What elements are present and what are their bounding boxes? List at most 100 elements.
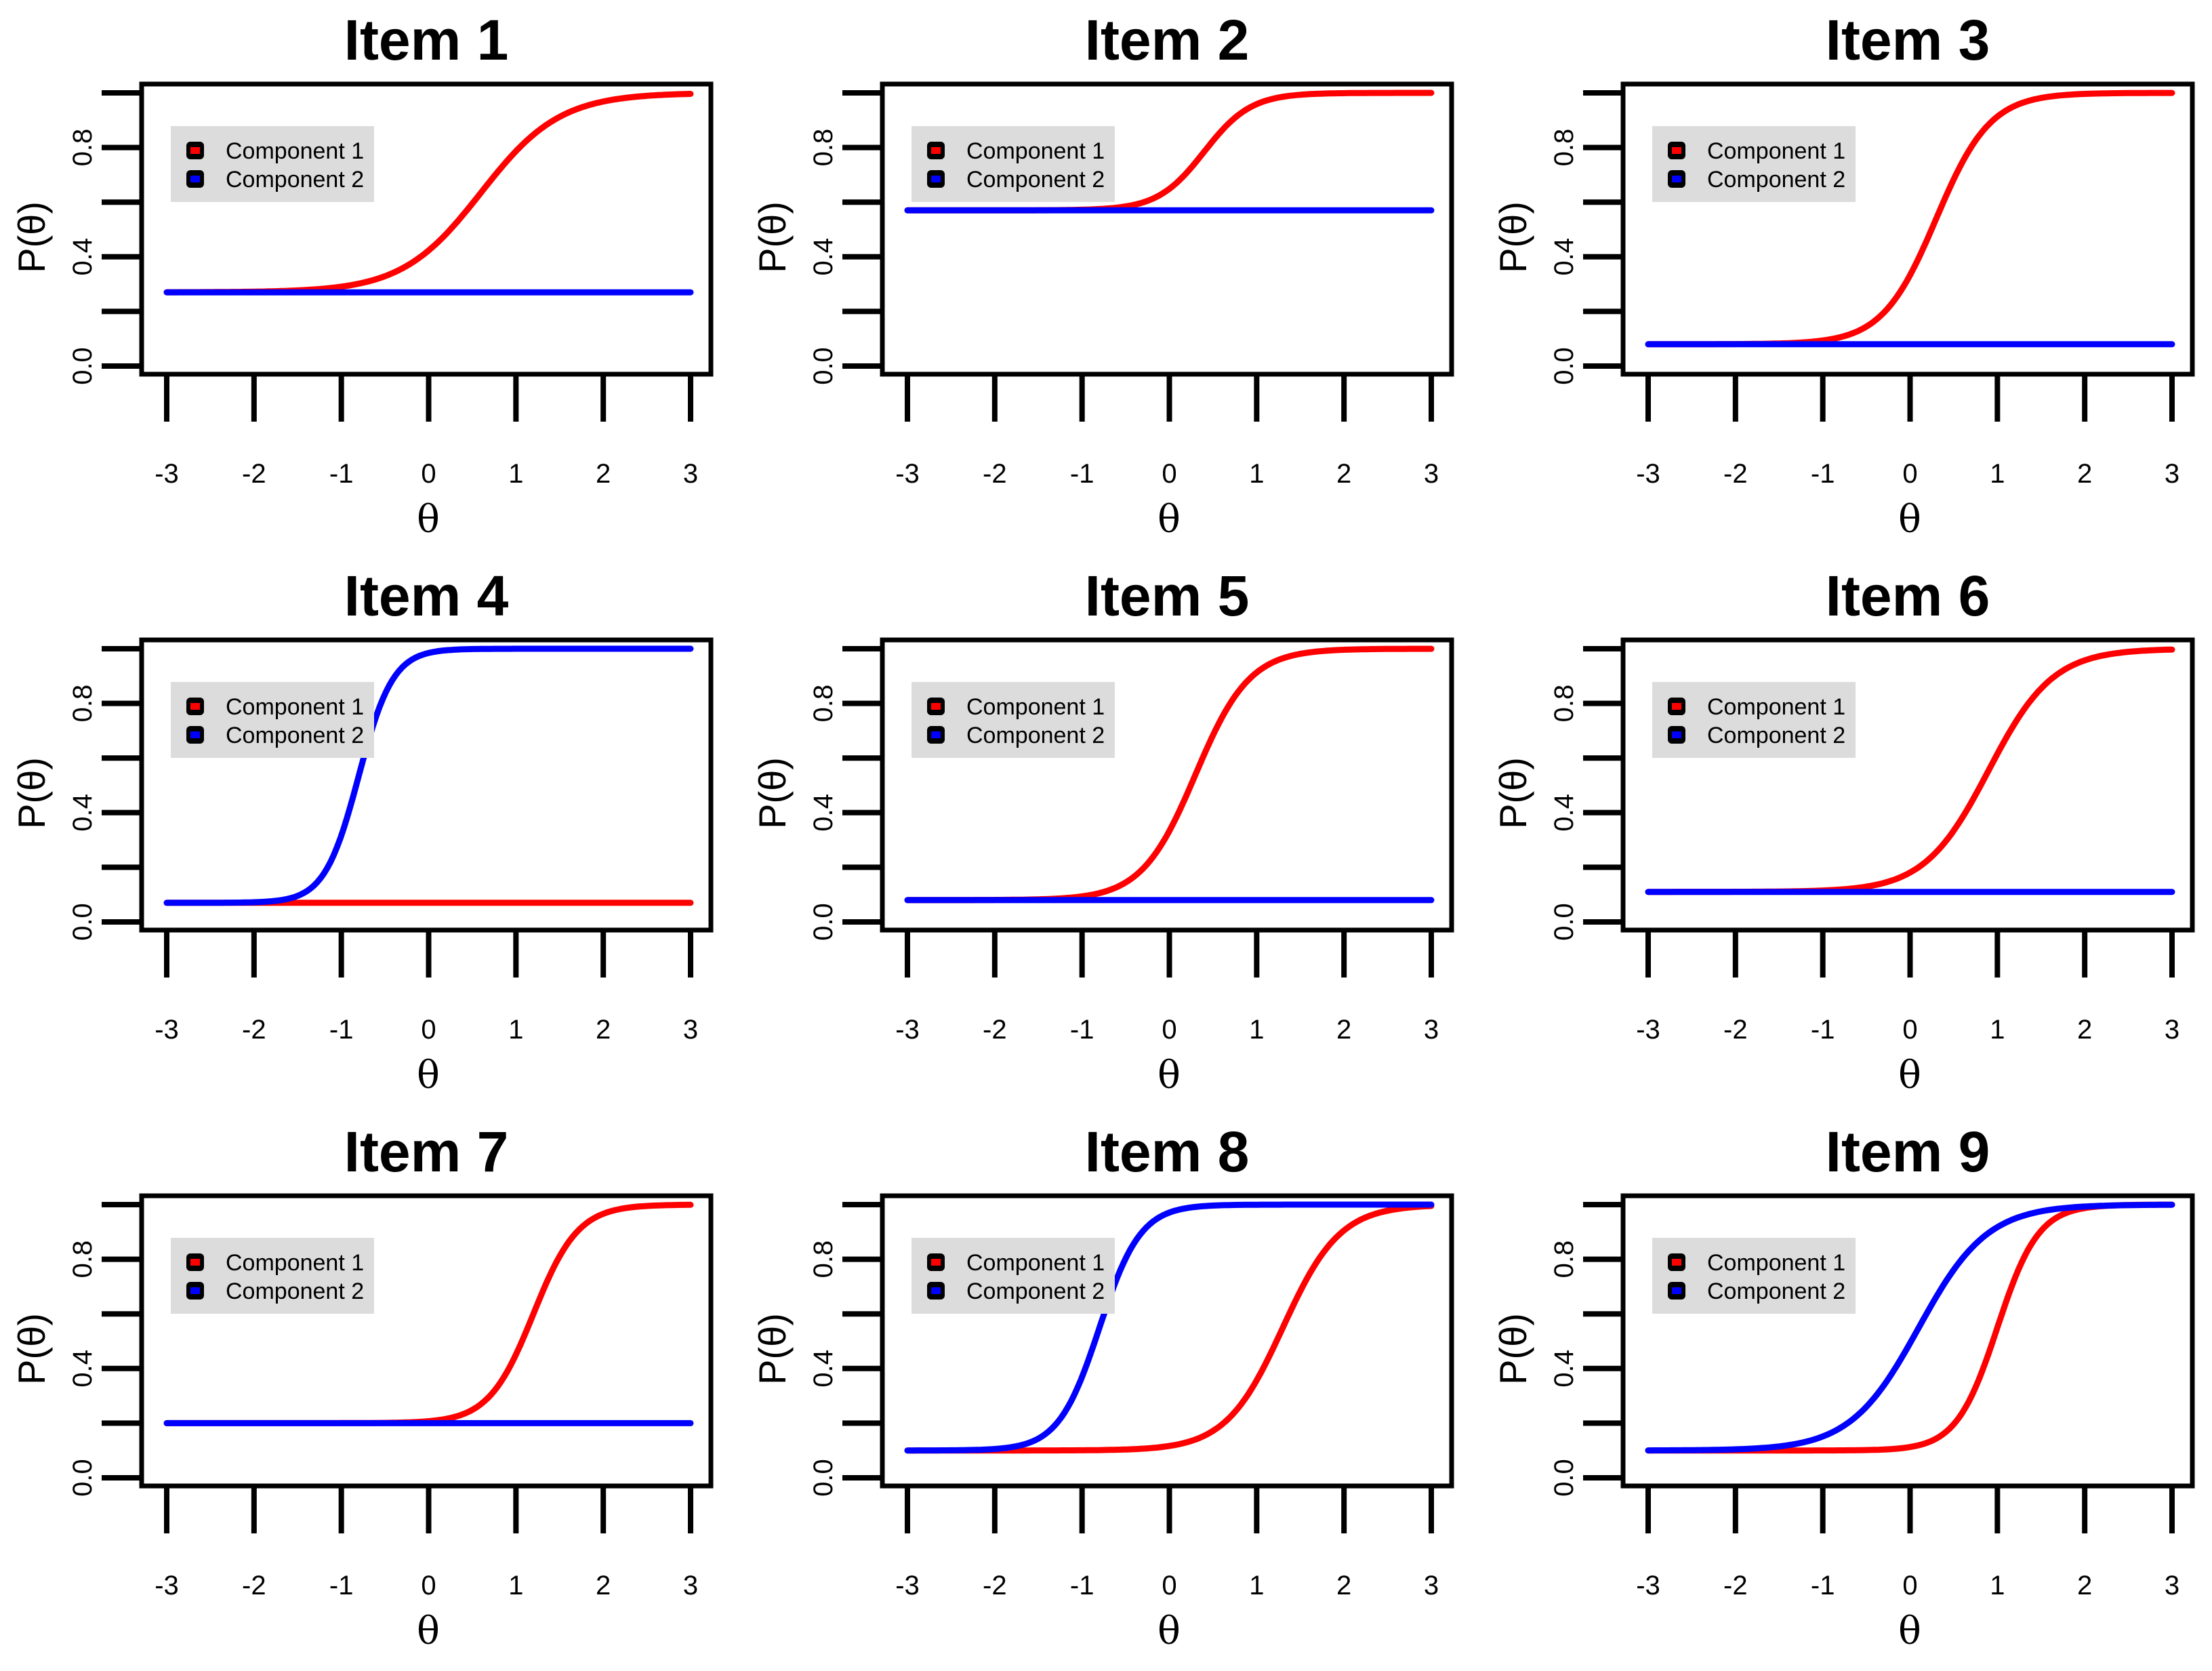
x-tick-label: 1 xyxy=(508,1571,523,1600)
legend: Component 1 Component 2 xyxy=(1652,126,1856,202)
y-tick-label: 0.8 xyxy=(1549,685,1579,723)
panel-title: Item 7 xyxy=(344,1120,509,1184)
legend-swatch-fill xyxy=(931,147,941,154)
legend-swatch-fill xyxy=(931,1259,941,1266)
legend: Component 1 Component 2 xyxy=(912,1238,1115,1314)
y-axis-label: P(θ) xyxy=(751,201,794,273)
legend-swatch-fill xyxy=(190,1259,200,1266)
x-axis-label: θ xyxy=(1898,1609,1921,1653)
x-tick-label: -3 xyxy=(155,459,179,489)
x-tick-label: 2 xyxy=(1336,459,1351,489)
panel-title: Item 9 xyxy=(1826,1120,1990,1184)
x-axis-label: θ xyxy=(1158,1609,1181,1653)
y-tick-label: 0.4 xyxy=(1549,1350,1579,1388)
x-tick-label: 3 xyxy=(2165,1015,2179,1045)
legend-label-component-2: Component 2 xyxy=(1707,167,1845,193)
legend-swatch-fill xyxy=(190,731,200,738)
x-tick-label: 1 xyxy=(508,1015,523,1045)
legend-label-component-2: Component 2 xyxy=(966,1279,1105,1304)
y-tick-label: 0.8 xyxy=(808,685,838,723)
legend: Component 1 Component 2 xyxy=(1652,1238,1856,1314)
y-tick-label: 0.8 xyxy=(68,685,98,723)
y-tick-label: 0.0 xyxy=(68,347,98,385)
y-tick-label: 0.4 xyxy=(808,794,838,832)
y-tick-label: 0.0 xyxy=(808,347,838,385)
x-tick-label: 0 xyxy=(1902,459,1917,489)
y-tick-label: 0.8 xyxy=(808,129,838,167)
legend-swatch-fill xyxy=(1672,1259,1681,1266)
y-tick-label: 0.4 xyxy=(68,794,98,832)
x-tick-label: 3 xyxy=(683,459,698,489)
x-tick-label: 3 xyxy=(2165,459,2179,489)
panel-item-2: Item 2 0.0 0.4 0.8 P(θ) -3 -2 -1 0 1 2 3 θ Component … xyxy=(751,8,1454,542)
panel-item-9: Item 9 0.0 0.4 0.8 P(θ) -3 -2 -1 0 1 2 3 θ Component … xyxy=(1492,1120,2195,1653)
y-tick-label: 0.8 xyxy=(68,1241,98,1279)
y-tick-label: 0.4 xyxy=(68,238,98,276)
x-tick-label: -1 xyxy=(329,1571,354,1600)
panel-title: Item 2 xyxy=(1085,8,1250,72)
x-tick-label: -1 xyxy=(1811,459,1835,489)
panel-title: Item 5 xyxy=(1085,564,1250,628)
y-tick-label: 0.0 xyxy=(1549,347,1579,385)
x-axis-label: θ xyxy=(1898,1053,1921,1098)
y-axis-label: P(θ) xyxy=(1492,757,1534,829)
legend-label-component-2: Component 2 xyxy=(226,723,364,748)
y-tick-label: 0.8 xyxy=(1549,129,1579,167)
legend-swatch-fill xyxy=(190,703,200,710)
x-tick-label: 0 xyxy=(421,1015,436,1045)
x-tick-label: -1 xyxy=(1070,1571,1094,1600)
curve-component-1 xyxy=(163,1201,694,1426)
x-tick-label: 0 xyxy=(1162,1571,1176,1600)
x-tick-label: -1 xyxy=(1070,459,1094,489)
panel-title: Item 3 xyxy=(1826,8,1990,72)
x-tick-label: 1 xyxy=(1990,1571,2005,1600)
x-tick-label: -1 xyxy=(329,1015,354,1045)
legend-box xyxy=(171,682,374,758)
x-tick-label: -2 xyxy=(983,1015,1007,1045)
x-tick-label: -3 xyxy=(1636,1015,1660,1045)
y-tick-label: 0.0 xyxy=(808,903,838,941)
x-tick-label: -3 xyxy=(895,1015,920,1045)
legend: Component 1 Component 2 xyxy=(912,682,1115,758)
x-tick-label: -3 xyxy=(155,1015,179,1045)
curve-component-2 xyxy=(904,1201,1435,1454)
panel-title: Item 1 xyxy=(344,8,509,72)
panel-title: Item 8 xyxy=(1085,1120,1250,1184)
x-tick-label: 2 xyxy=(596,459,611,489)
legend: Component 1 Component 2 xyxy=(912,126,1115,202)
legend: Component 1 Component 2 xyxy=(171,126,374,202)
legend-swatch-fill xyxy=(931,731,941,738)
legend-label-component-2: Component 2 xyxy=(226,1279,364,1304)
legend-swatch-fill xyxy=(931,703,941,710)
legend-box xyxy=(171,1238,374,1314)
x-axis-label: θ xyxy=(1898,498,1921,542)
legend: Component 1 Component 2 xyxy=(1652,682,1856,758)
legend: Component 1 Component 2 xyxy=(171,1238,374,1314)
legend-box xyxy=(1652,126,1856,202)
x-tick-label: 2 xyxy=(596,1571,611,1600)
x-tick-label: 2 xyxy=(2077,1015,2092,1045)
y-tick-label: 0.0 xyxy=(68,903,98,941)
legend-box xyxy=(1652,682,1856,758)
x-tick-label: 3 xyxy=(683,1571,698,1600)
legend-label-component-1: Component 1 xyxy=(966,138,1105,164)
y-axis-label: P(θ) xyxy=(10,757,53,829)
y-tick-label: 0.4 xyxy=(1549,794,1579,832)
legend-label-component-2: Component 2 xyxy=(226,167,364,193)
x-tick-label: 0 xyxy=(1162,1015,1176,1045)
x-tick-label: 0 xyxy=(1162,459,1176,489)
x-tick-label: -3 xyxy=(895,1571,920,1600)
x-tick-label: 0 xyxy=(421,1571,436,1600)
x-tick-label: -1 xyxy=(329,459,354,489)
legend-box xyxy=(912,682,1115,758)
legend-label-component-2: Component 2 xyxy=(1707,723,1845,748)
y-tick-label: 0.4 xyxy=(808,238,838,276)
legend-box xyxy=(1652,1238,1856,1314)
y-tick-label: 0.0 xyxy=(68,1459,98,1497)
x-tick-label: 0 xyxy=(421,459,436,489)
y-tick-label: 0.0 xyxy=(1549,903,1579,941)
x-tick-label: 1 xyxy=(508,459,523,489)
legend-box xyxy=(912,1238,1115,1314)
x-tick-label: 1 xyxy=(1249,1571,1264,1600)
